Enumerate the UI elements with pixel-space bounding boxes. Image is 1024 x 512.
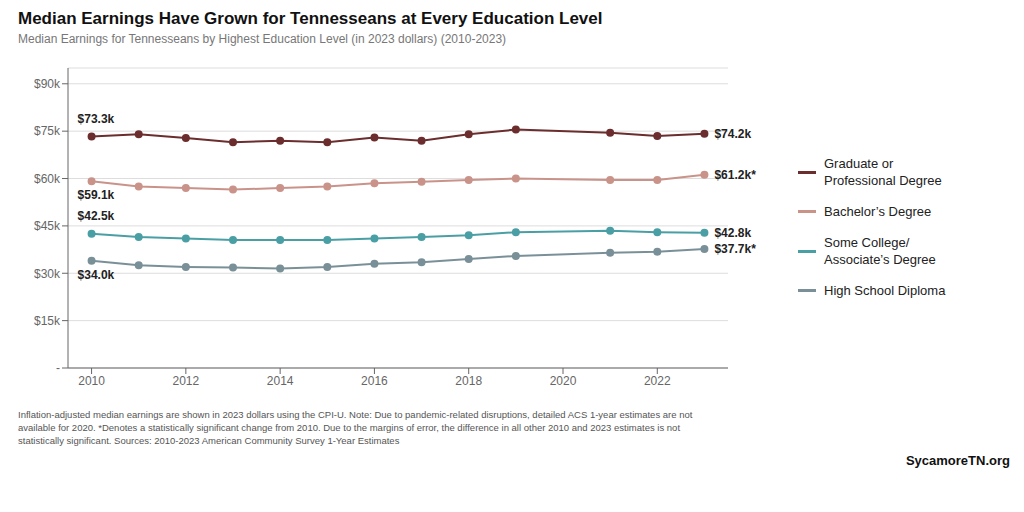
svg-text:2016: 2016 bbox=[361, 374, 388, 388]
svg-text:$42.8k: $42.8k bbox=[714, 226, 751, 240]
svg-text:$45k: $45k bbox=[34, 219, 61, 233]
html-text:Graduate or Professional Degre: Graduate or Professional Degree bbox=[824, 156, 942, 188]
svg-text:$30k: $30k bbox=[34, 267, 61, 281]
svg-text:$61.2k*: $61.2k* bbox=[714, 168, 756, 182]
svg-text:$34.0k: $34.0k bbox=[78, 268, 115, 282]
svg-text:2010: 2010 bbox=[78, 374, 105, 388]
svg-text:$15k: $15k bbox=[34, 314, 61, 328]
svg-text:2018: 2018 bbox=[455, 374, 482, 388]
svg-text:$90k: $90k bbox=[34, 77, 61, 91]
html-text:Bachelor’s Degree: Bachelor’s Degree bbox=[824, 204, 932, 219]
svg-text:2012: 2012 bbox=[173, 374, 200, 388]
svg-text:$37.7k*: $37.7k* bbox=[714, 242, 756, 256]
svg-text:$74.2k: $74.2k bbox=[714, 127, 751, 141]
svg-text:2014: 2014 bbox=[267, 374, 294, 388]
svg-text:2020: 2020 bbox=[550, 374, 577, 388]
svg-text:$42.5k: $42.5k bbox=[78, 209, 115, 223]
html-text:Median Earnings for Tennessean: Median Earnings for Tennesseans by Highe… bbox=[18, 32, 507, 46]
svg-text:$59.1k: $59.1k bbox=[78, 188, 115, 202]
html-text:Inflation-adjusted median earn: Inflation-adjusted median earnings are s… bbox=[18, 409, 693, 446]
html-text:Median Earnings Have Grown for: Median Earnings Have Grown for Tennessea… bbox=[18, 9, 603, 28]
svg-text:2022: 2022 bbox=[644, 374, 671, 388]
svg-text:$60k: $60k bbox=[34, 172, 61, 186]
html-text:Some College/ Associate’s Degr: Some College/ Associate’s Degree bbox=[824, 235, 936, 267]
html-text:SycamoreTN.org: SycamoreTN.org bbox=[906, 453, 1010, 468]
svg-text:-: - bbox=[56, 361, 60, 375]
html-text:High School Diploma: High School Diploma bbox=[824, 283, 946, 298]
svg-text:$73.3k: $73.3k bbox=[78, 112, 115, 126]
svg-text:$75k: $75k bbox=[34, 124, 61, 138]
